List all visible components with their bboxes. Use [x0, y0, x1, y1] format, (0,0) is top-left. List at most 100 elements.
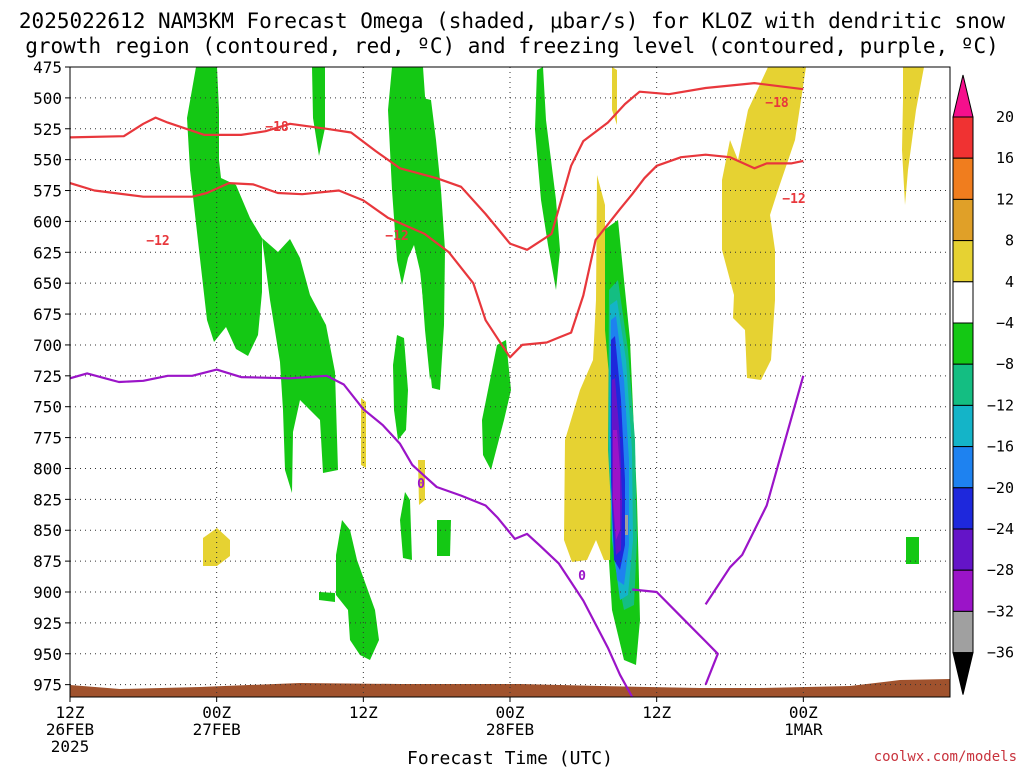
colorbar-segment: [952, 446, 974, 489]
x-tick-label: 26FEB: [46, 720, 94, 739]
colorbar-segment: [952, 198, 974, 242]
omega-region-green: [535, 67, 560, 290]
omega-shading: [187, 67, 924, 665]
colorbar-segment: [952, 157, 974, 200]
y-tick-label: 900: [33, 583, 62, 602]
colorbar-label: 20: [996, 108, 1014, 126]
x-tick-label: 2025: [51, 737, 90, 756]
colorbar-segment: [952, 528, 974, 571]
y-tick-label: 550: [33, 151, 62, 170]
colorbar-label: −16: [987, 438, 1014, 456]
y-tick-label: 525: [33, 120, 62, 139]
colorbar-top-arrow: [952, 74, 974, 118]
colorbar-segment: [952, 610, 974, 654]
y-tick-label: 675: [33, 305, 62, 324]
y-tick-label: 825: [33, 490, 62, 509]
colorbar-label: −32: [987, 602, 1014, 620]
omega-region-green: [319, 592, 335, 602]
x-tick-label: 1MAR: [784, 720, 823, 739]
y-tick-label: 750: [33, 398, 62, 417]
y-tick-label: 725: [33, 367, 62, 386]
temperature-contours: [70, 81, 805, 697]
colorbar-segment: [952, 281, 974, 324]
omega-region-green: [312, 67, 325, 156]
x-tick-label: 00Z: [496, 703, 525, 722]
contour-label-purple: 0: [578, 569, 586, 584]
colorbar-label: −4: [996, 314, 1014, 332]
omega-core-band-gray: [625, 515, 628, 535]
y-axis: 475 500 525 550 575 600 625 650 675 700 725 750 775 8…: [33, 58, 70, 695]
y-tick-label: 800: [33, 459, 62, 478]
colorbar-label: 12: [996, 190, 1014, 208]
contour-label-purple: 0: [417, 477, 425, 492]
chart-title-line-2: growth region (contoured, red, ºC) and f…: [25, 34, 999, 58]
omega-region-green: [262, 238, 338, 493]
x-tick-label: 12Z: [56, 703, 85, 722]
y-tick-label: 650: [33, 274, 62, 293]
x-axis-label: Forecast Time (UTC): [407, 748, 613, 768]
colorbar-label: −20: [987, 479, 1014, 497]
y-tick-label: 975: [33, 676, 62, 695]
colorbar-label: 16: [996, 149, 1014, 167]
colorbar-segment: [952, 404, 974, 448]
colorbar-segment: [952, 240, 974, 283]
plot-grid: [70, 67, 950, 697]
colorbar-segment: [952, 487, 974, 530]
omega-region-yellow: [612, 67, 617, 125]
contour-line-red: [70, 81, 804, 251]
colorbar-segment: [952, 322, 974, 365]
contour-line-purple: [704, 375, 805, 606]
x-tick-label: 00Z: [202, 703, 231, 722]
y-tick-label: 875: [33, 552, 62, 571]
colorbar-label: −24: [987, 520, 1014, 538]
colorbar-label: −28: [987, 561, 1014, 579]
x-tick-label: 27FEB: [193, 720, 241, 739]
omega-region-yellow: [722, 67, 806, 380]
omega-region-green: [336, 520, 379, 660]
omega-region-green: [187, 67, 262, 356]
colorbar-segment: [952, 116, 974, 159]
y-tick-label: 925: [33, 614, 62, 633]
y-tick-label: 625: [33, 243, 62, 262]
x-tick-label: 00Z: [789, 703, 818, 722]
omega-region-green: [482, 340, 511, 470]
x-tick-label: 12Z: [642, 703, 671, 722]
omega-region-green: [416, 97, 445, 390]
contour-label-red: −12: [146, 234, 169, 249]
colorbar-label: 4: [1005, 273, 1014, 291]
plot-area: −18 −12 −18 −12 −12 0 0: [69, 66, 951, 698]
contour-label-red: −18: [765, 96, 789, 111]
y-tick-label: 950: [33, 645, 62, 664]
contour-line-purple: [632, 588, 719, 686]
y-tick-label: 775: [33, 429, 62, 448]
x-tick-label: 12Z: [349, 703, 378, 722]
colorbar-label: 8: [1005, 232, 1014, 250]
credit-text: coolwx.com/models: [874, 749, 1017, 765]
contour-line-red: [70, 153, 804, 359]
y-tick-label: 700: [33, 336, 62, 355]
y-tick-label: 850: [33, 521, 62, 540]
y-tick-label: 475: [33, 58, 62, 77]
contour-label-red: −12: [782, 192, 805, 207]
omega-region-green: [437, 520, 451, 556]
colorbar-label: −12: [987, 396, 1014, 414]
contour-label-red: −12: [385, 229, 408, 244]
colorbar-segment: [952, 569, 974, 612]
y-tick-label: 600: [33, 212, 62, 231]
chart-title-line-1: 2025022612 NAM3KM Forecast Omega (shaded…: [19, 9, 1006, 33]
contour-line-purple: [70, 368, 634, 697]
omega-core-band-purple: [613, 430, 620, 540]
omega-region-green: [906, 537, 919, 564]
colorbar-bottom-arrow: [952, 652, 974, 695]
colorbar-label: −8: [996, 355, 1014, 373]
omega-region-yellow: [902, 67, 924, 205]
x-tick-label: 28FEB: [486, 720, 534, 739]
y-tick-label: 500: [33, 89, 62, 108]
omega-region-green: [400, 492, 412, 560]
y-tick-label: 575: [33, 182, 62, 201]
omega-region-green: [393, 335, 408, 440]
colorbar-label: −36: [987, 644, 1014, 662]
colorbar: 20 16 12 8 4 −4 −8 −12 −16 −20 −24 −28 −32 −36: [952, 74, 1014, 695]
